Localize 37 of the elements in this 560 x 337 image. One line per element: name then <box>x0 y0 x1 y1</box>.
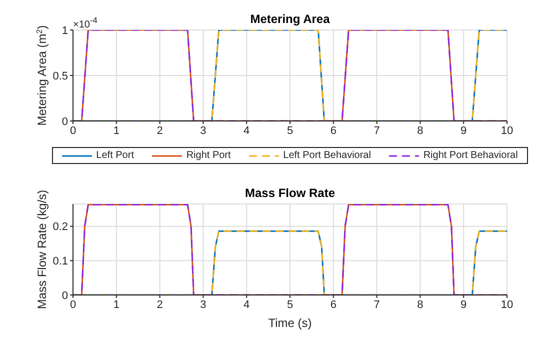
x-tick-label: 2 <box>156 298 163 311</box>
x-tick-label: 4 <box>244 124 250 137</box>
x-tick-label: 8 <box>417 298 424 311</box>
x-tick-label: 5 <box>286 298 294 311</box>
y-tick-label: 0.2 <box>52 221 68 234</box>
x-tick-label: 7 <box>374 298 380 311</box>
x-tick-label: 3 <box>200 124 206 137</box>
x-tick-label: 0 <box>70 298 76 311</box>
legend-label: Left Port Behavioral <box>283 150 371 161</box>
chart-title: Metering Area <box>250 12 330 26</box>
legend-label: Left Port <box>96 150 134 161</box>
x-tick-label: 10 <box>500 124 514 137</box>
x-tick-label: 4 <box>244 298 250 311</box>
x-tick-label: 1 <box>113 124 120 137</box>
x-tick-label: 7 <box>374 124 380 137</box>
x-tick-label: 6 <box>330 298 336 311</box>
x-tick-label: 9 <box>460 298 467 311</box>
y-tick-label: 0.1 <box>52 256 68 268</box>
y-tick-label: 1 <box>62 24 68 37</box>
x-tick-label: 6 <box>330 124 336 137</box>
y-tick-label: 0 <box>62 290 68 302</box>
x-tick-label: 2 <box>156 124 163 137</box>
x-axis-title: Time (s) <box>268 316 312 330</box>
legend-label: Right Port <box>186 150 231 161</box>
x-tick-label: 10 <box>500 298 514 311</box>
legend-label: Right Port Behavioral <box>423 150 518 161</box>
y-tick-label: 0.5 <box>52 70 68 82</box>
x-tick-label: 8 <box>417 124 424 137</box>
x-tick-label: 5 <box>286 124 294 137</box>
y-axis-title: Mass Flow Rate (kg/s) <box>35 190 49 310</box>
x-tick-label: 9 <box>460 124 467 137</box>
y-tick-label: 0 <box>62 116 68 128</box>
x-tick-label: 3 <box>200 298 206 311</box>
x-tick-label: 0 <box>70 124 76 137</box>
chart-title: Mass Flow Rate <box>244 186 336 200</box>
annotation: ×10$^{-4}$ <box>73 15 98 30</box>
x-tick-label: 1 <box>113 298 120 311</box>
